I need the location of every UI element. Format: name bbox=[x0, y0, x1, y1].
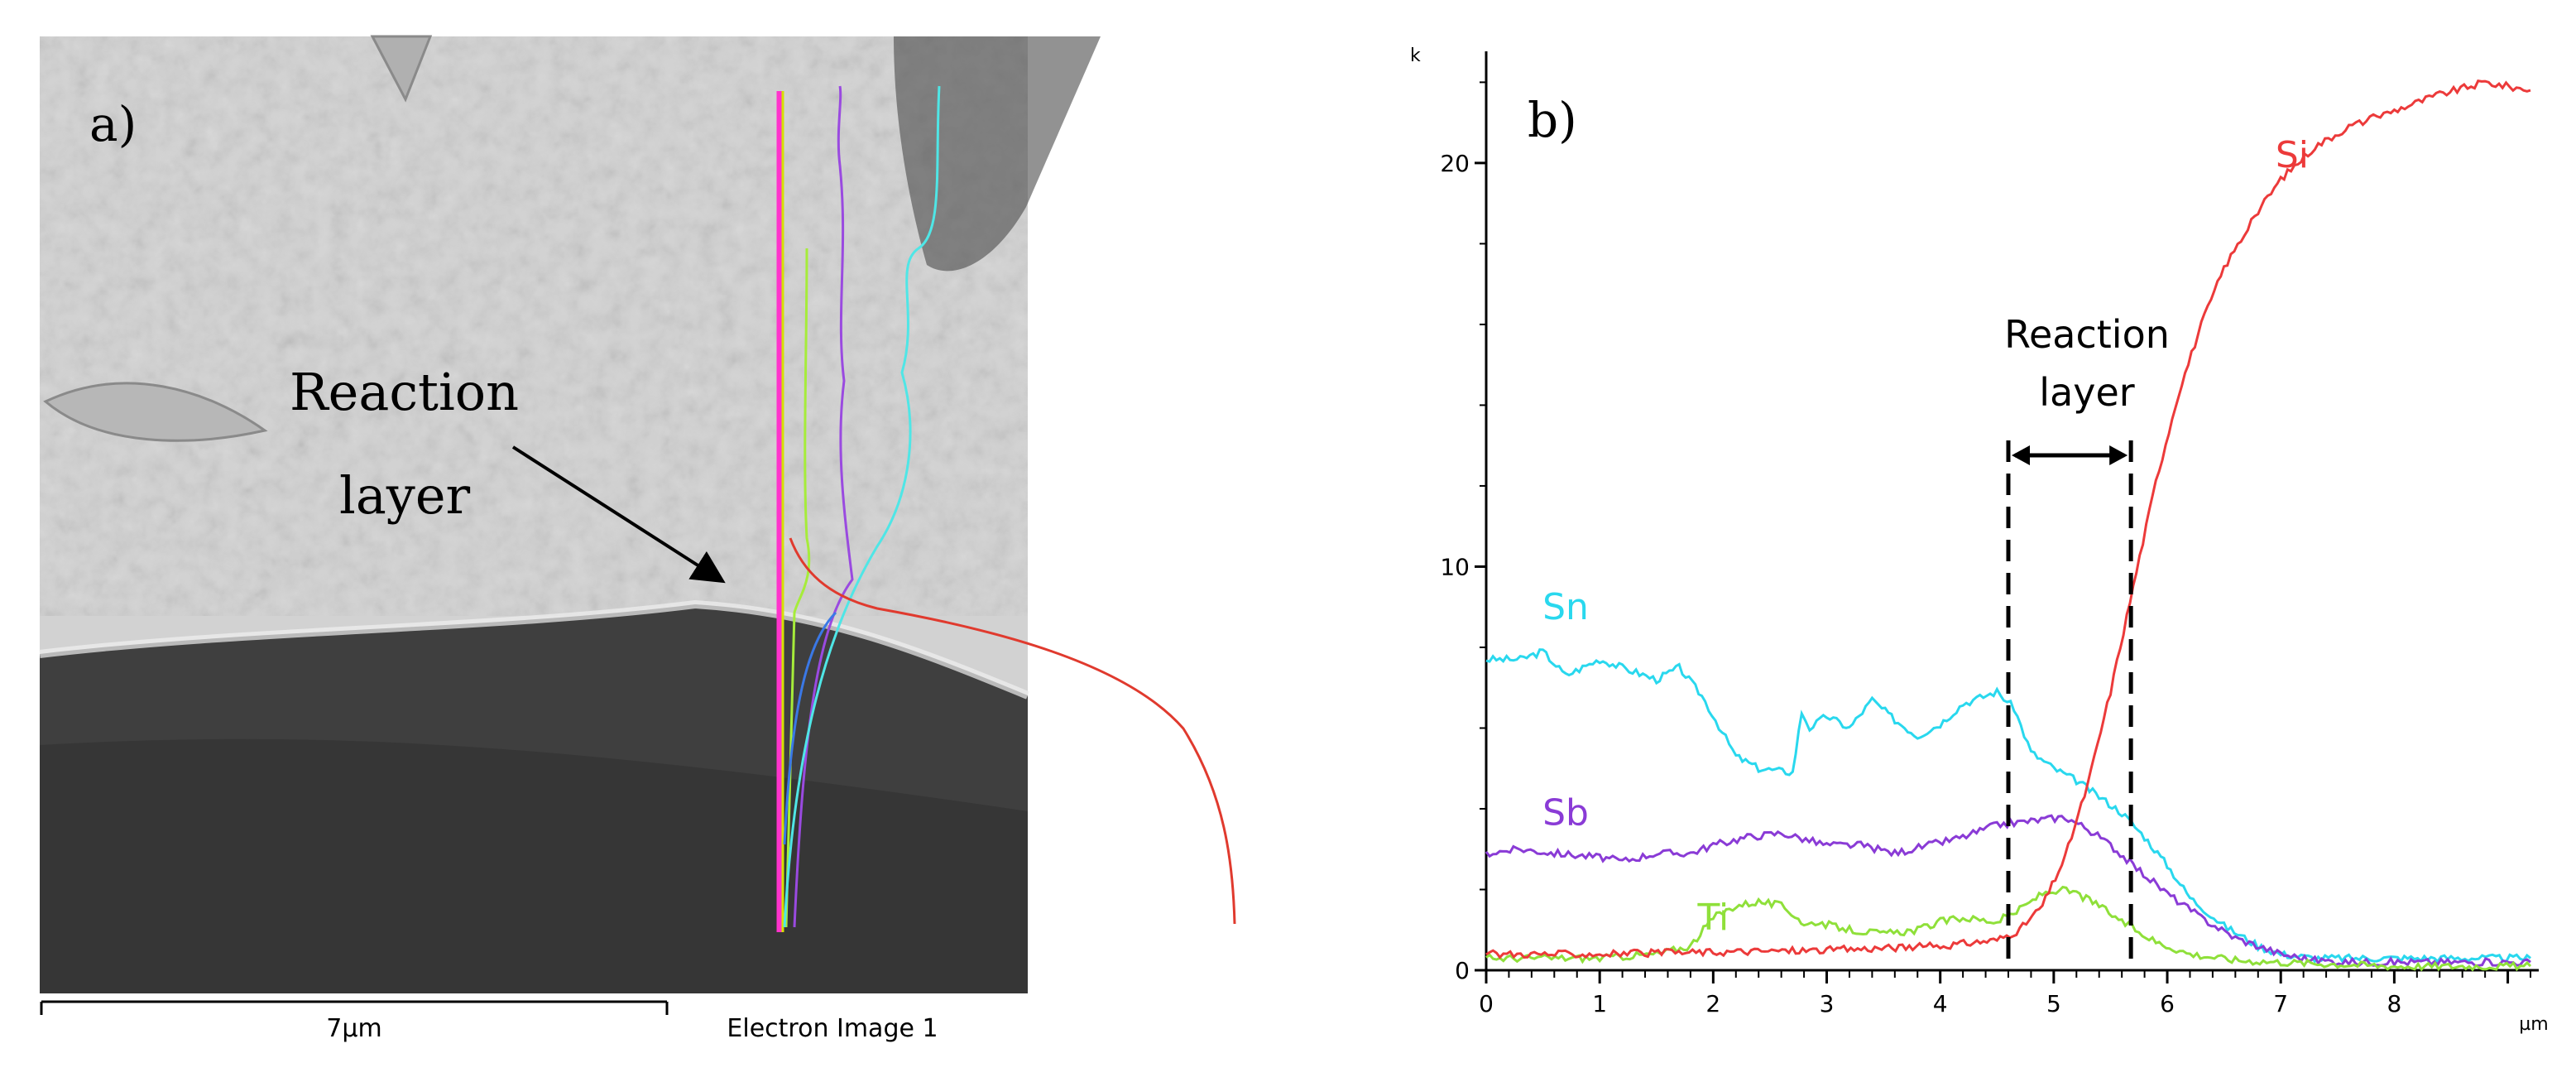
x-tick-label: 2 bbox=[1705, 990, 1720, 1017]
panel-a-label: a) bbox=[89, 96, 137, 152]
image-caption: Electron Image 1 bbox=[727, 1014, 938, 1043]
interface-bright-band bbox=[39, 599, 1029, 700]
chart-axes: 0 1 2 3 4 5 6 7 8 µm 0 10 20 k bbox=[1410, 46, 2549, 1035]
chart-series: Sn Sb Ti Si bbox=[1485, 79, 2532, 972]
reaction-arrowhead-left bbox=[2012, 445, 2030, 465]
y-unit-label: k bbox=[1410, 46, 1421, 66]
trace-cyan bbox=[783, 85, 941, 928]
grey-shard-particle bbox=[370, 35, 433, 103]
y-tick-label: 20 bbox=[1440, 150, 1470, 177]
y-tick-label: 0 bbox=[1455, 957, 1470, 984]
scale-bar-label: 7µm bbox=[326, 1014, 381, 1043]
reaction-label-line2: layer bbox=[2039, 370, 2134, 415]
dark-pore-top bbox=[894, 36, 1101, 272]
reaction-layer-label-line2: layer bbox=[339, 465, 471, 526]
y-tick-label: 10 bbox=[1440, 553, 1470, 580]
trace-blue bbox=[783, 611, 837, 845]
micrograph-texture bbox=[40, 36, 1028, 616]
panel-b: b) 0 1 2 3 4 5 6 7 8 µm 0 10 20 k Sn Sb Ti Si Reaction l… bbox=[1410, 46, 2549, 1035]
reaction-arrowhead-right bbox=[2109, 445, 2128, 465]
reaction-layer-label-line1: Reaction bbox=[290, 362, 519, 422]
x-tick-label: 5 bbox=[2046, 990, 2061, 1017]
x-tick-label: 7 bbox=[2273, 990, 2288, 1017]
series-line-si bbox=[1485, 79, 2531, 959]
x-tick-label: 4 bbox=[1933, 990, 1948, 1017]
series-label-sn: Sn bbox=[1542, 586, 1589, 628]
series-label-si: Si bbox=[2276, 134, 2309, 176]
trace-green bbox=[784, 248, 811, 928]
series-label-sb: Sb bbox=[1542, 791, 1589, 834]
panel-b-label: b) bbox=[1528, 92, 1577, 148]
reaction-label-line1: Reaction bbox=[2004, 312, 2170, 357]
trace-red bbox=[789, 537, 1236, 925]
x-tick-label: 8 bbox=[2387, 990, 2401, 1017]
grey-lens-particle bbox=[43, 382, 268, 442]
x-tick-label: 3 bbox=[1820, 990, 1835, 1017]
x-tick-label: 6 bbox=[2160, 990, 2175, 1017]
series-label-ti: Ti bbox=[1696, 897, 1729, 939]
x-tick-label: 1 bbox=[1592, 990, 1607, 1017]
reaction-layer-marker bbox=[2006, 440, 2133, 970]
scale-bar bbox=[40, 1000, 669, 1015]
panel-a: a) Reaction layer 7µm Electron Image 1 bbox=[39, 35, 1236, 1043]
x-tick-label: 0 bbox=[1479, 990, 1494, 1017]
trace-purple bbox=[793, 85, 854, 928]
x-unit-label: µm bbox=[2519, 1014, 2548, 1035]
reaction-layer-arrow bbox=[511, 445, 726, 584]
